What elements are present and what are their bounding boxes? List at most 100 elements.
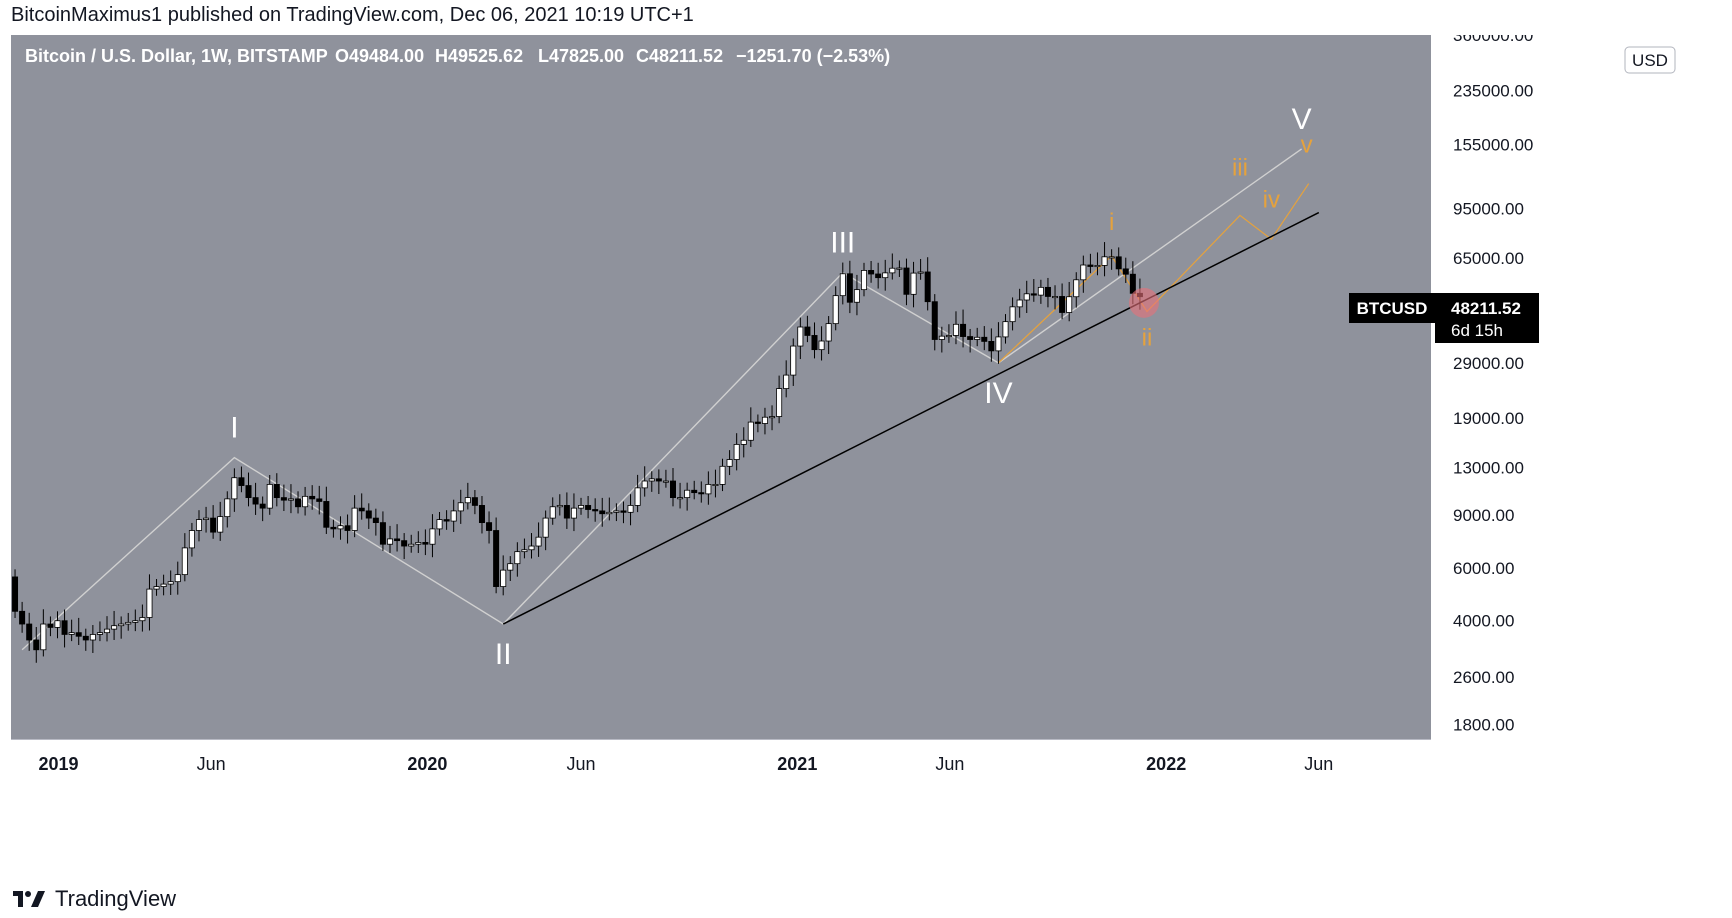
candle-body[interactable] bbox=[478, 505, 485, 524]
candle-body[interactable] bbox=[224, 498, 231, 518]
candle-body[interactable] bbox=[981, 336, 988, 342]
candle-body[interactable] bbox=[309, 495, 316, 500]
candle-body[interactable] bbox=[804, 326, 811, 336]
candle-body[interactable] bbox=[747, 421, 754, 441]
candle-body[interactable] bbox=[139, 617, 146, 622]
candle-body[interactable] bbox=[733, 444, 740, 460]
candle-body[interactable] bbox=[1002, 321, 1009, 338]
candle-body[interactable] bbox=[754, 421, 761, 424]
candle-body[interactable] bbox=[358, 507, 365, 512]
candle-body[interactable] bbox=[429, 528, 436, 545]
candle-body[interactable] bbox=[931, 301, 938, 340]
candle-body[interactable] bbox=[61, 620, 68, 635]
candle-body[interactable] bbox=[563, 505, 570, 519]
candle-body[interactable] bbox=[776, 388, 783, 417]
candle-body[interactable] bbox=[952, 323, 959, 336]
candle-body[interactable] bbox=[443, 519, 450, 522]
candle-body[interactable] bbox=[769, 416, 776, 419]
candle-body[interactable] bbox=[153, 586, 160, 590]
candle-body[interactable] bbox=[19, 610, 26, 625]
candle-body[interactable] bbox=[684, 489, 691, 499]
candle-body[interactable] bbox=[146, 588, 153, 618]
candle-body[interactable] bbox=[825, 323, 832, 342]
chart-pane[interactable] bbox=[11, 35, 1431, 740]
candle-body[interactable] bbox=[457, 502, 464, 512]
candle-body[interactable] bbox=[436, 519, 443, 530]
candle-body[interactable] bbox=[662, 480, 669, 483]
candle-body[interactable] bbox=[896, 267, 903, 270]
candle-body[interactable] bbox=[585, 505, 592, 510]
candle-body[interactable] bbox=[344, 525, 351, 531]
candle-body[interactable] bbox=[1023, 293, 1030, 301]
candle-body[interactable] bbox=[1101, 256, 1108, 266]
candle-body[interactable] bbox=[12, 576, 19, 612]
candle-body[interactable] bbox=[167, 581, 174, 585]
candle-body[interactable] bbox=[302, 495, 309, 508]
candle-body[interactable] bbox=[1052, 296, 1059, 299]
time-axis[interactable] bbox=[11, 740, 1431, 785]
candle-body[interactable] bbox=[1108, 256, 1115, 259]
candle-body[interactable] bbox=[790, 345, 797, 376]
candle-body[interactable] bbox=[599, 510, 606, 515]
currency-badge[interactable] bbox=[1624, 46, 1676, 74]
candle-body[interactable] bbox=[882, 272, 889, 279]
candle-body[interactable] bbox=[68, 632, 75, 635]
candle-body[interactable] bbox=[316, 498, 323, 502]
candle-body[interactable] bbox=[542, 517, 549, 538]
candle-body[interactable] bbox=[1094, 265, 1101, 268]
candle-body[interactable] bbox=[1087, 264, 1094, 267]
candle-body[interactable] bbox=[415, 542, 422, 545]
candle-body[interactable] bbox=[203, 517, 210, 520]
candle-body[interactable] bbox=[818, 340, 825, 351]
candle-body[interactable] bbox=[54, 620, 61, 628]
candle-body[interactable] bbox=[493, 530, 500, 587]
candle-body[interactable] bbox=[1129, 273, 1136, 294]
candle-body[interactable] bbox=[1073, 279, 1080, 298]
candle-body[interactable] bbox=[861, 270, 868, 291]
candle-body[interactable] bbox=[252, 497, 259, 505]
candle-body[interactable] bbox=[471, 497, 478, 506]
candle-body[interactable] bbox=[195, 519, 202, 531]
candle-body[interactable] bbox=[365, 510, 372, 519]
candle-body[interactable] bbox=[111, 625, 118, 630]
candle-body[interactable] bbox=[528, 545, 535, 551]
candle-body[interactable] bbox=[210, 517, 217, 533]
candle-body[interactable] bbox=[464, 497, 471, 504]
candle-body[interactable] bbox=[712, 484, 719, 487]
candle-body[interactable] bbox=[160, 583, 167, 587]
candle-body[interactable] bbox=[627, 505, 634, 513]
candle-body[interactable] bbox=[570, 507, 577, 519]
candle-body[interactable] bbox=[924, 271, 931, 303]
candle-body[interactable] bbox=[188, 530, 195, 549]
candle-body[interactable] bbox=[705, 484, 712, 495]
candle-body[interactable] bbox=[273, 484, 280, 499]
candle-body[interactable] bbox=[40, 623, 47, 651]
candle-body[interactable] bbox=[960, 323, 967, 337]
candle-body[interactable] bbox=[96, 632, 103, 635]
candle-body[interactable] bbox=[323, 501, 330, 528]
candle-body[interactable] bbox=[231, 477, 238, 500]
candle-body[interactable] bbox=[655, 478, 662, 482]
candle-body[interactable] bbox=[217, 516, 224, 533]
candle-body[interactable] bbox=[1030, 293, 1037, 296]
candle-body[interactable] bbox=[82, 635, 89, 641]
candle-body[interactable] bbox=[1080, 264, 1087, 281]
candle-body[interactable] bbox=[33, 639, 40, 651]
candle-body[interactable] bbox=[1059, 296, 1066, 313]
candle-body[interactable] bbox=[761, 416, 768, 424]
candle-body[interactable] bbox=[853, 289, 860, 303]
candle-body[interactable] bbox=[47, 623, 54, 628]
candle-body[interactable] bbox=[889, 267, 896, 274]
candle-body[interactable] bbox=[988, 340, 995, 352]
candle-body[interactable] bbox=[691, 489, 698, 494]
candle-body[interactable] bbox=[266, 484, 273, 509]
candle-body[interactable] bbox=[995, 336, 1002, 352]
candle-body[interactable] bbox=[1009, 306, 1016, 323]
candle-body[interactable] bbox=[330, 526, 337, 530]
candle-body[interactable] bbox=[387, 538, 394, 545]
candle-body[interactable] bbox=[719, 465, 726, 485]
candle-body[interactable] bbox=[634, 487, 641, 506]
candle-body[interactable] bbox=[974, 336, 981, 340]
candle-body[interactable] bbox=[846, 273, 853, 303]
candle-body[interactable] bbox=[677, 497, 684, 500]
